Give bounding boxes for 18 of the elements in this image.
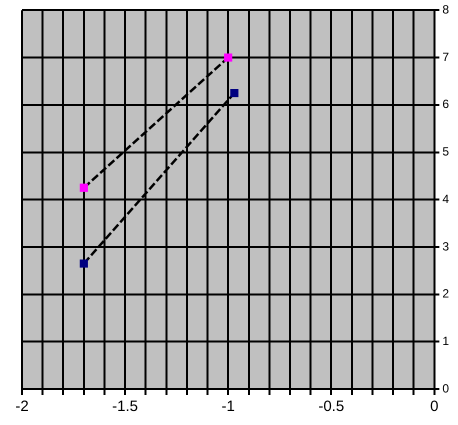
x-tick-label: -1 — [221, 398, 235, 416]
point — [80, 184, 88, 192]
y-tick-label: 4 — [442, 192, 450, 206]
y-tick-label: 2 — [442, 286, 450, 301]
y-tick-label: 0 — [442, 381, 450, 396]
y-tick-label: 5 — [442, 144, 450, 159]
y-tick-label: 8 — [442, 2, 450, 17]
x-tick-label: 0 — [430, 398, 438, 416]
point — [80, 259, 88, 268]
point — [230, 88, 238, 98]
x-tick-label: -2 — [15, 398, 29, 416]
x-tick-label: -1.5 — [112, 398, 138, 416]
y-tick-label: 1 — [442, 334, 450, 348]
y-tick-label: 3 — [442, 239, 450, 254]
y-tick-label: 6 — [442, 97, 450, 112]
y-tick-label: 7 — [442, 50, 450, 64]
point — [224, 53, 232, 62]
x-tick-label: -0.5 — [318, 398, 344, 416]
